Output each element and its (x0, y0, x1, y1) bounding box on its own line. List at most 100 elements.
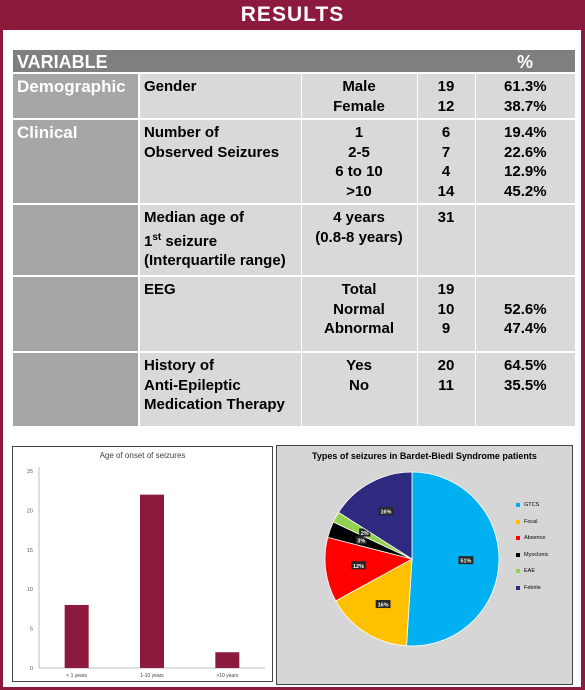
x-tick-label: < 1 years (66, 673, 87, 679)
aed-yes-label: Yes (346, 357, 372, 374)
seizures-2-pct: 22.6% (504, 143, 547, 161)
pie-label-box (378, 507, 394, 516)
seizure-types-chart: Types of seizures in Bardet-Biedl Syndro… (276, 445, 573, 685)
legend-swatch (516, 569, 520, 574)
seizures-3-pct: 12.9% (504, 163, 547, 180)
seizures-1-n: 6 (441, 124, 451, 141)
legend-item: Absence (516, 530, 548, 547)
pie-slice (406, 471, 500, 647)
aed-no-n: 11 (438, 376, 454, 394)
legend-label: Focal (524, 518, 538, 525)
eeg-total-label: Total (341, 281, 377, 298)
pie-label-box (355, 536, 367, 545)
legend-item: EAE (516, 563, 548, 580)
pie-label-box (458, 556, 474, 565)
eeg-total-n: 19 (437, 281, 455, 298)
seizures-label-line1: Number of (144, 124, 219, 141)
eeg-abnormal-pct: 47.4% (504, 320, 547, 337)
seizures-3-label: 6 to 10 (335, 163, 383, 180)
pie-data-label: 51% (460, 559, 471, 565)
aed-label-line1: History of (144, 357, 215, 374)
gender-male-n: 19 (437, 78, 455, 95)
results-panel: VARIABLE % Demographic Gender Male Femal… (3, 30, 581, 687)
bar (140, 494, 164, 668)
legend-label: Absence (524, 535, 546, 542)
pie-label-box (359, 528, 371, 537)
eeg-normal-pct: 52.6% (504, 300, 547, 318)
gender-male-label: Male (342, 78, 376, 95)
legend-item: Febrile (516, 580, 548, 597)
y-tick-label: 25 (27, 469, 33, 475)
pie-data-label: 3% (357, 539, 365, 545)
legend-swatch (516, 552, 520, 557)
onset-age-chart-title: Age of onset of seizures (99, 451, 186, 460)
seizure-types-chart-title: Types of seizures in Bardet-Biedl Syndro… (312, 451, 537, 461)
gender-female-pct: 38.7% (504, 97, 547, 115)
seizures-4-label: >10 (346, 182, 372, 200)
section-demographic: Demographic (13, 72, 140, 119)
aed-yes-n: 20 (437, 357, 455, 374)
seizures-1-label: 1 (354, 124, 364, 141)
legend-item: Myoclonic (516, 547, 548, 564)
bar (64, 604, 89, 668)
pie-slice (324, 536, 414, 602)
pie-slice (337, 471, 413, 560)
legend-label: Febrile (524, 584, 541, 591)
aed-row: History of Anti-Epileptic Medication The… (13, 351, 576, 426)
seizures-row: Clinical Number of Observed Seizures 1 2… (13, 118, 576, 204)
legend-item: Focal (516, 514, 548, 531)
eeg-abnormal-label: Abnormal (323, 320, 394, 337)
pie-data-label: 16% (378, 603, 389, 609)
median-age-label-line3: (Interquartile range) (144, 252, 286, 269)
y-tick-label: 5 (30, 627, 33, 633)
x-tick-label: >10 years (216, 673, 239, 679)
gender-male-pct: 61.3% (504, 78, 547, 95)
seizures-4-n: 14 (437, 182, 455, 200)
median-age-iqr: (0.8-8 years) (315, 228, 403, 246)
seizures-2-label: 2-5 (348, 143, 370, 161)
variable-header: VARIABLE (13, 50, 476, 73)
eeg-label: EEG (139, 275, 302, 352)
eeg-row: EEG Total Normal Abnormal 19 10 9 52.6% … (13, 275, 576, 352)
seizures-label-line2: Observed Seizures (144, 143, 280, 161)
gender-label: Gender (139, 72, 302, 119)
seizure-types-plot: 51% 16% 12% 3% 2% 16% (324, 471, 500, 647)
seizures-4-pct: 45.2% (504, 182, 547, 200)
gender-row: Demographic Gender Male Female 19 12 61.… (13, 72, 576, 119)
seizures-1-pct: 19.4% (504, 124, 547, 141)
aed-no-label: No (349, 376, 369, 394)
pie-data-label: 2% (361, 531, 369, 537)
x-tick-label: 1-10 years (140, 673, 164, 679)
seizures-2-n: 7 (441, 143, 451, 161)
gender-female-label: Female (333, 97, 385, 115)
gender-female-n: 12 (437, 97, 455, 115)
bar (215, 652, 240, 668)
aed-label-line2: Anti-Epileptic (144, 376, 241, 394)
pie-slice (335, 558, 413, 647)
aed-yes-pct: 64.5% (504, 357, 547, 374)
aed-no-pct: 35.5% (504, 376, 547, 394)
y-tick-label: 0 (30, 666, 33, 672)
percent-header: % (475, 50, 576, 73)
median-age-label-line1: Median age of (144, 209, 245, 226)
eeg-normal-n: 10 (437, 300, 455, 318)
results-banner: RESULTS (0, 0, 585, 30)
median-age-value: 4 years (333, 209, 385, 226)
eeg-normal-label: Normal (333, 300, 385, 318)
legend-label: EAE (524, 568, 536, 575)
legend-label: Myoclonic (524, 551, 549, 558)
legend-label: GTCS (524, 502, 540, 509)
results-table: VARIABLE % Demographic Gender Male Femal… (13, 50, 576, 426)
pie-data-label: 12% (353, 564, 364, 570)
y-tick-label: 10 (27, 587, 33, 593)
table-header-row: VARIABLE % (13, 50, 576, 73)
aed-label-line3: Medication Therapy (144, 396, 285, 413)
seizure-types-legend: GTCS Focal Absence Myoclonic EAE Febrile (516, 497, 548, 596)
median-age-row: Median age of 1st seizure (Interquartile… (13, 203, 576, 276)
legend-swatch (516, 536, 520, 541)
onset-age-plot: 0 5 10 15 20 25 < 1 years 1-10 years >10 years (27, 467, 265, 679)
seizures-3-n: 4 (441, 163, 451, 180)
legend-swatch (516, 503, 520, 508)
y-tick-label: 20 (27, 508, 33, 514)
pie-data-label: 16% (381, 510, 392, 516)
